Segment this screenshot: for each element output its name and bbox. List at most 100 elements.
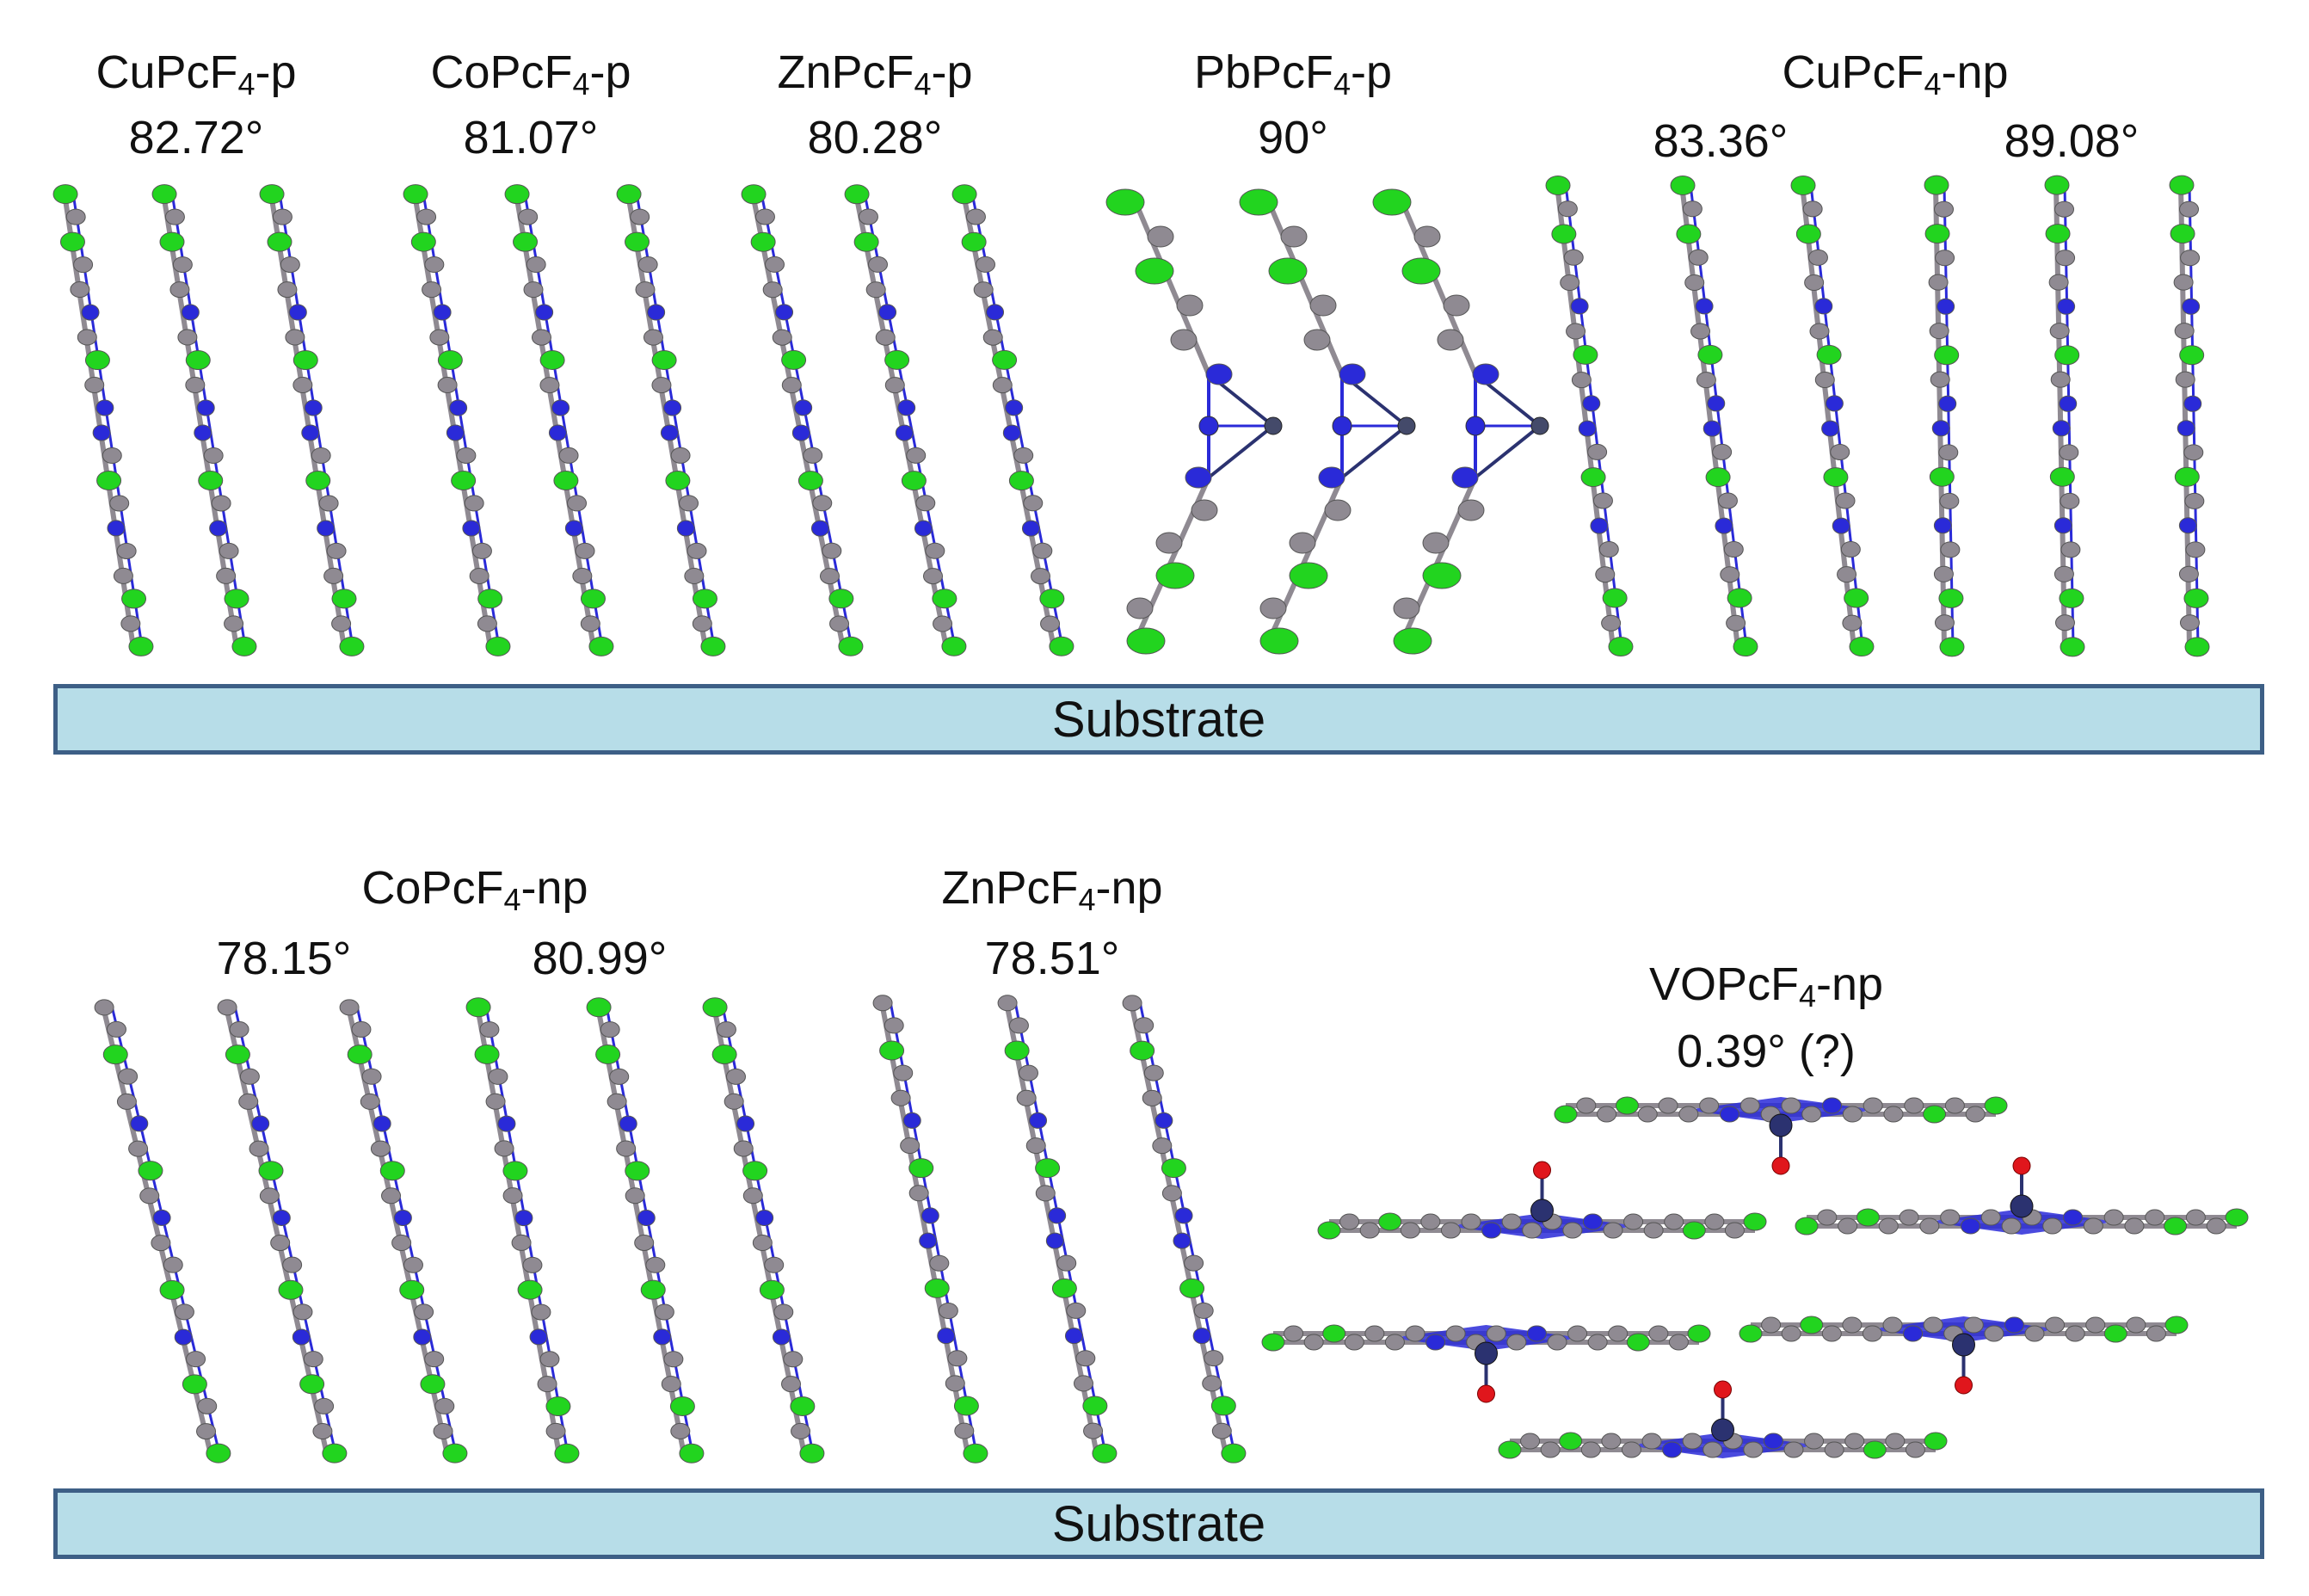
carbon-atom — [2146, 1325, 2166, 1342]
nitrogen-atom — [449, 399, 468, 416]
nitrogen-atom — [2177, 420, 2195, 437]
fluorine-atom — [1573, 344, 1598, 365]
fluorine-atom — [539, 349, 565, 370]
carbon-atom — [424, 256, 445, 274]
carbon-atom — [1176, 294, 1204, 317]
fluorine-atom — [1923, 1105, 1947, 1124]
carbon-atom — [1637, 1106, 1658, 1123]
copcf4-np-molecule — [702, 997, 825, 1464]
fluorine-atom — [595, 1044, 621, 1064]
carbon-atom — [791, 1422, 811, 1439]
carbon-atom — [1621, 1441, 1641, 1458]
nitrogen-atom — [497, 1115, 516, 1132]
carbon-atom — [634, 1234, 655, 1251]
oxygen-atom — [1533, 1161, 1551, 1180]
fluorine-atom — [700, 636, 726, 656]
fluorine-atom — [651, 349, 677, 370]
nitrogen-atom — [676, 520, 695, 537]
bond-line — [1266, 200, 1345, 376]
carbon-atom — [2065, 1325, 2085, 1342]
fluorine-atom — [1551, 224, 1577, 244]
carbon-atom — [2174, 323, 2195, 340]
znpcf4-np-molecule — [997, 995, 1118, 1464]
carbon-atom — [1134, 1017, 1154, 1034]
carbon-atom — [282, 1256, 303, 1273]
fluorine-atom — [138, 1161, 163, 1181]
fluorine-atom — [759, 1279, 785, 1300]
carbon-atom — [424, 1351, 445, 1368]
angle-cupcf4-p: 82.72° — [128, 112, 264, 163]
carbon-atom — [1830, 443, 1850, 460]
fluorine-atom — [2054, 345, 2080, 366]
carbon-atom — [471, 542, 492, 559]
vopcf4-np-molecule — [1317, 1161, 1767, 1240]
nitrogen-atom — [301, 424, 320, 441]
nitrogen-atom — [1832, 517, 1850, 534]
carbon-atom — [422, 281, 442, 299]
carbon-atom — [1303, 1334, 1324, 1351]
fluorine-atom — [128, 636, 154, 656]
carbon-atom — [1807, 249, 1828, 266]
carbon-atom — [1075, 1350, 1096, 1367]
carbon-atom — [875, 329, 896, 346]
carbon-atom — [65, 208, 86, 225]
fluorine-atom — [799, 1443, 825, 1464]
carbon-atom — [1814, 372, 1835, 389]
label-copcf4-p: CoPcF4-p — [430, 46, 631, 102]
carbon-atom — [249, 1140, 269, 1157]
carbon-atom — [829, 615, 850, 632]
vanadium-atom — [1769, 1113, 1793, 1137]
fluorine-atom — [616, 184, 642, 205]
fluorine-atom — [513, 231, 539, 252]
carbon-atom — [169, 281, 190, 299]
carbon-atom — [323, 567, 344, 584]
carbon-atom — [1781, 1325, 1801, 1342]
carbon-atom — [1122, 995, 1142, 1012]
fluorine-atom — [2174, 466, 2200, 487]
carbon-atom — [772, 329, 792, 346]
carbon-atom — [868, 256, 889, 273]
carbon-atom — [164, 208, 185, 225]
fluorine-atom — [159, 231, 185, 252]
carbon-atom — [531, 329, 551, 346]
carbon-atom — [1690, 323, 1711, 340]
nitrogen-atom — [373, 1115, 391, 1132]
carbon-atom — [1821, 1325, 1842, 1342]
fluorine-atom — [781, 349, 807, 370]
fluorine-atom — [52, 184, 78, 205]
fluorine-atom — [1008, 471, 1034, 491]
nitrogen-atom — [895, 424, 914, 441]
fluorine-atom — [1939, 637, 1965, 657]
fluorine-atom — [299, 1374, 325, 1395]
fluorine-atom — [1816, 344, 1842, 365]
carbon-atom — [1597, 1106, 1617, 1123]
nitrogen-atom — [2004, 1316, 2024, 1334]
nitrogen-atom — [304, 399, 323, 416]
carbon-atom — [2175, 371, 2195, 388]
fluorine-atom — [1317, 1221, 1341, 1240]
nitrogen-atom — [1590, 517, 1609, 534]
carbon-atom — [488, 1068, 508, 1085]
fluorine-atom — [1790, 175, 1816, 195]
carbon-atom — [1506, 1334, 1527, 1351]
carbon-atom — [1720, 566, 1740, 583]
oxygen-atom — [1477, 1384, 1495, 1403]
fluorine-atom — [1554, 1105, 1578, 1124]
carbon-atom — [976, 256, 996, 273]
carbon-atom — [1804, 274, 1825, 291]
nitrogen-atom — [810, 520, 829, 537]
fluorine-atom — [1498, 1440, 1522, 1459]
carbon-atom — [670, 1422, 691, 1439]
fluorine-atom — [331, 588, 357, 609]
carbon-atom — [259, 1187, 280, 1205]
nitrogen-atom — [878, 304, 897, 321]
fluorine-atom — [1924, 224, 1950, 244]
carbon-atom — [2179, 614, 2200, 632]
carbon-atom — [2048, 274, 2069, 291]
cupcf4-np-molecule — [1924, 175, 1965, 657]
nitrogen-atom — [1582, 1213, 1603, 1230]
fluorine-atom — [339, 636, 365, 656]
carbon-atom — [884, 1017, 904, 1034]
carbon-atom — [716, 1021, 736, 1038]
carbon-atom — [1598, 540, 1619, 558]
